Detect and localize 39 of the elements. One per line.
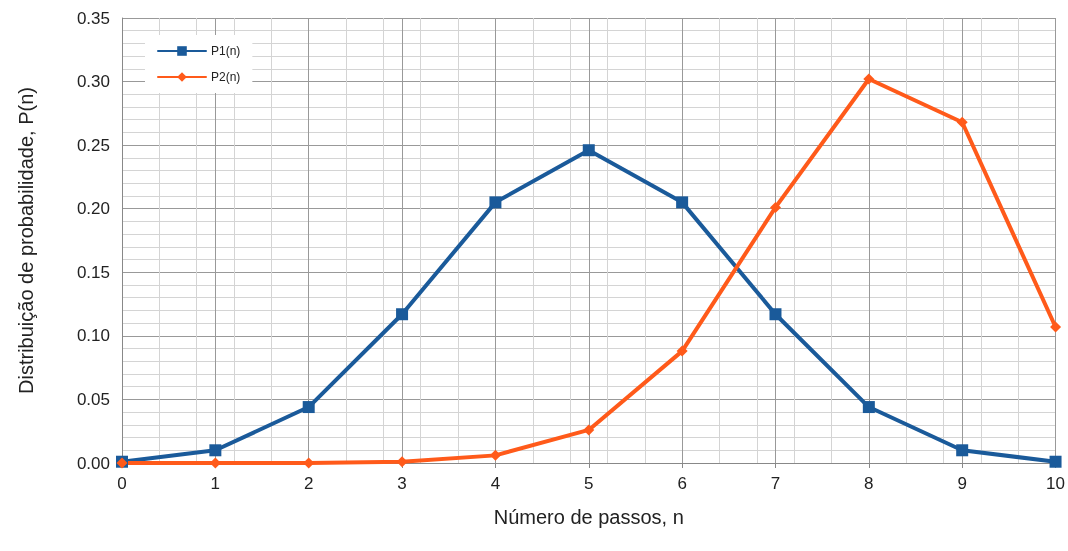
x-axis-title: Número de passos, n — [493, 506, 684, 528]
point — [863, 73, 875, 85]
x-tick-label: 7 — [770, 474, 781, 493]
point — [769, 308, 782, 321]
point — [302, 401, 315, 414]
point — [1050, 321, 1062, 333]
point — [396, 308, 409, 321]
y-tick-label: 0.30 — [76, 72, 110, 92]
point — [676, 196, 689, 209]
x-tick-label: 10 — [1046, 474, 1066, 493]
x-tick-label: 9 — [957, 474, 967, 493]
y-tick-label: 0.35 — [76, 8, 110, 28]
x-tick-label: 8 — [864, 474, 874, 493]
point — [583, 424, 595, 436]
x-tick-label: 6 — [677, 474, 687, 493]
point — [1049, 455, 1062, 468]
point — [956, 444, 969, 457]
x-tick-label: 4 — [490, 474, 501, 493]
y-tick-label: 0.05 — [76, 389, 110, 409]
legend-label: P2(n) — [211, 70, 241, 84]
legend-label: P1(n) — [211, 44, 241, 58]
point — [956, 116, 968, 128]
x-tick-label: 0 — [117, 474, 127, 493]
y-tick-label: 0.10 — [76, 326, 110, 346]
point — [676, 345, 688, 357]
y-tick-label: 0.20 — [76, 199, 110, 219]
point — [769, 201, 781, 213]
y-tick-label: 0.25 — [76, 135, 110, 155]
x-tick-label: 3 — [397, 474, 407, 493]
point — [582, 144, 595, 157]
x-tick-label: 5 — [584, 474, 594, 493]
x-tick-label: 2 — [303, 474, 314, 493]
y-tick-label: 0.00 — [76, 453, 110, 473]
point — [862, 401, 875, 414]
y-tick-label: 0.15 — [76, 262, 110, 282]
point — [209, 444, 222, 457]
y-axis-title: Distribuição de probabilidade, P(n) — [15, 87, 37, 394]
x-tick-label: 1 — [210, 474, 221, 493]
point — [489, 196, 502, 209]
